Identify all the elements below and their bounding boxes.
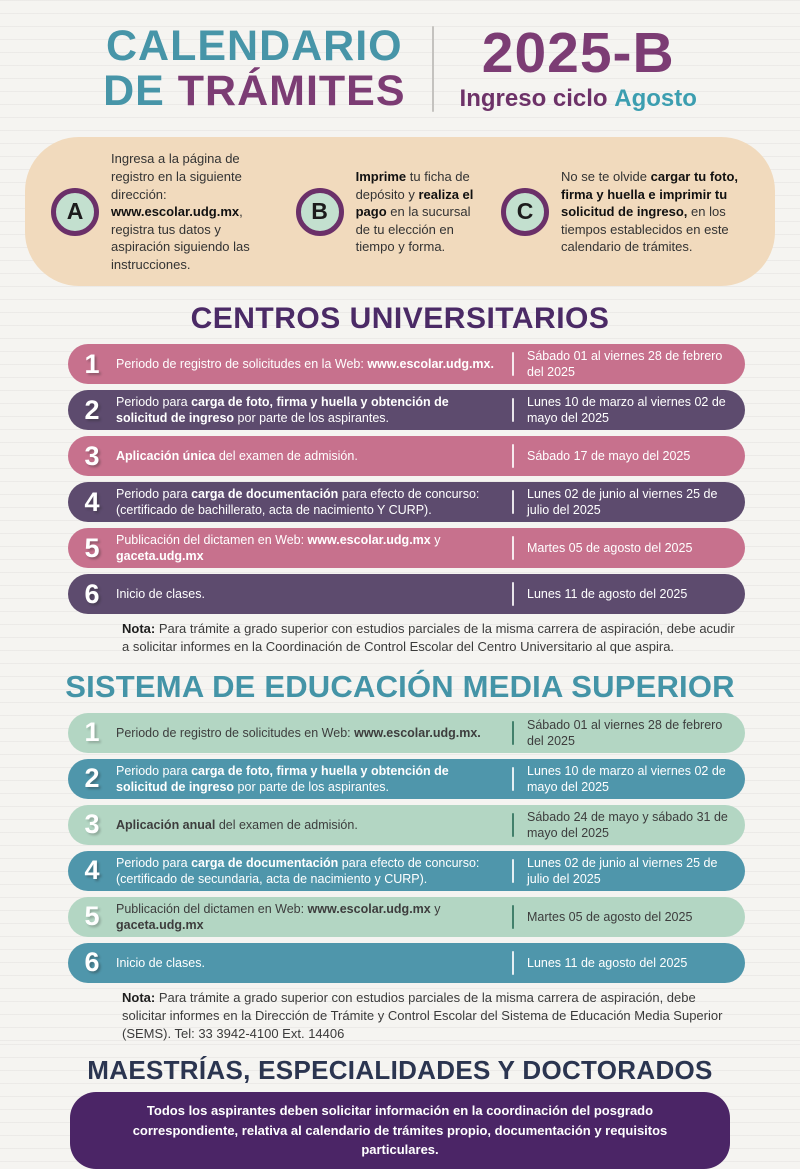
row-date: Lunes 10 de marzo al viernes 02 de mayo … [527, 395, 726, 426]
table-row: 6 Inicio de clases. Lunes 11 de agosto d… [68, 942, 745, 983]
page-title: CALENDARIO DE TRÁMITES [103, 24, 405, 113]
row-number: 4 [84, 855, 100, 886]
row-divider [512, 536, 514, 561]
row-date: Sábado 01 al viernes 28 de febrero del 2… [527, 349, 723, 380]
step-b: B Imprime tu ficha de depósito y realiza… [295, 168, 487, 256]
row-description: Periodo de registro de solicitudes en la… [116, 357, 494, 372]
centros-note: Nota: Para trámite a grado superior con … [122, 621, 735, 655]
row-divider [512, 582, 514, 607]
title-de: DE [103, 66, 178, 115]
step-a-badge: A [51, 187, 99, 236]
sems-note: Nota: Para trámite a grado superior con … [122, 989, 723, 1042]
row-description: Publicación del dictamen en Web: www.esc… [116, 533, 441, 564]
section-title-centros: CENTROS UNIVERSITARIOS [190, 302, 610, 336]
row-divider [512, 490, 514, 515]
step-b-badge: B [295, 187, 344, 236]
row-date: Lunes 02 de junio al viernes 25 de julio… [527, 487, 718, 518]
table-row: 2 Periodo para carga de foto, firma y hu… [68, 758, 745, 799]
step-a-text: Ingresa a la página de registro en la si… [111, 151, 250, 272]
row-number: 6 [84, 578, 100, 609]
row-divider [512, 352, 514, 377]
centros-table: 1 Periodo de registro de solicitudes en … [68, 344, 745, 615]
row-date: Sábado 01 al viernes 28 de febrero del 2… [527, 717, 723, 748]
header: CALENDARIO DE TRÁMITES 2025-B Ingreso ci… [0, 0, 800, 113]
row-number: 3 [84, 809, 100, 840]
table-row: 3 Aplicación anual del examen de admisió… [68, 804, 745, 845]
row-divider [512, 950, 514, 975]
cycle-block: 2025-B Ingreso ciclo Agosto [460, 20, 697, 113]
row-date: Sábado 17 de mayo del 2025 [527, 449, 691, 464]
table-row: 6 Inicio de clases. Lunes 11 de agosto d… [68, 574, 745, 615]
row-divider [512, 444, 514, 469]
table-row: 5 Publicación del dictamen en Web: www.e… [68, 528, 745, 569]
table-row: 4 Periodo para carga de documentación pa… [68, 850, 745, 891]
header-divider [431, 25, 434, 112]
row-date: Martes 05 de agosto del 2025 [527, 541, 693, 556]
table-row: 1 Periodo de registro de solicitudes en … [68, 344, 745, 385]
row-number: 5 [84, 532, 100, 563]
row-number: 4 [84, 486, 100, 517]
row-description: Aplicación única del examen de admisión. [116, 449, 358, 464]
row-number: 5 [84, 901, 100, 932]
table-row: 4 Periodo para carga de documentación pa… [68, 482, 745, 523]
row-description: Periodo de registro de solicitudes en We… [116, 725, 481, 740]
row-description: Aplicación anual del examen de admisión. [116, 817, 358, 832]
row-number: 2 [84, 394, 100, 425]
row-divider [512, 904, 514, 929]
cycle-label: 2025-B [481, 20, 675, 85]
row-description: Periodo para carga de foto, firma y huel… [116, 395, 449, 426]
row-date: Lunes 11 de agosto del 2025 [527, 955, 688, 970]
subtitle-month: Agosto [614, 84, 697, 112]
title-line1: CALENDARIO [105, 22, 403, 70]
step-c-badge: C [501, 187, 549, 236]
row-description: Publicación del dictamen en Web: www.esc… [116, 901, 441, 932]
steps-banner: A Ingresa a la página de registro en la … [25, 137, 775, 287]
row-description: Periodo para carga de documentación para… [116, 855, 480, 886]
row-date: Lunes 02 de junio al viernes 25 de julio… [527, 855, 718, 886]
row-number: 6 [84, 947, 100, 978]
row-number: 3 [84, 440, 100, 471]
row-description: Inicio de clases. [116, 587, 205, 602]
row-number: 1 [84, 717, 100, 748]
row-divider [512, 766, 514, 791]
row-divider [512, 858, 514, 883]
row-divider [512, 812, 514, 837]
row-description: Periodo para carga de documentación para… [116, 487, 480, 518]
subtitle-prefix: Ingreso ciclo [459, 84, 615, 112]
row-date: Lunes 11 de agosto del 2025 [527, 587, 688, 602]
posgrados-banner: Todos los aspirantes deben solicitar inf… [70, 1092, 730, 1169]
title-tramites: TRÁMITES [177, 66, 406, 115]
section-title-posgrados: MAESTRÍAS, ESPECIALIDADES Y DOCTORADOS [87, 1055, 713, 1086]
row-divider [512, 720, 514, 745]
step-a: A Ingresa a la página de registro en la … [51, 150, 282, 273]
row-number: 1 [84, 348, 100, 379]
row-description: Periodo para carga de foto, firma y huel… [116, 763, 449, 794]
table-row: 2 Periodo para carga de foto, firma y hu… [68, 390, 745, 431]
row-date: Martes 05 de agosto del 2025 [527, 909, 693, 924]
step-b-text: Imprime tu ficha de depósito y realiza e… [355, 168, 474, 255]
table-row: 5 Publicación del dictamen en Web: www.e… [68, 896, 745, 937]
row-date: Lunes 10 de marzo al viernes 02 de mayo … [527, 763, 726, 794]
row-date: Sábado 24 de mayo y sábado 31 de mayo de… [527, 809, 728, 840]
step-c: C No se te olvide cargar tu foto, firma … [501, 168, 749, 256]
row-description: Inicio de clases. [116, 955, 205, 970]
table-row: 3 Aplicación única del examen de admisió… [68, 436, 745, 477]
row-divider [512, 398, 514, 423]
title-line2: DE TRÁMITES [103, 66, 406, 115]
sems-table: 1 Periodo de registro de solicitudes en … [68, 712, 745, 983]
table-row: 1 Periodo de registro de solicitudes en … [68, 712, 745, 753]
row-number: 2 [84, 763, 100, 794]
cycle-subtitle: Ingreso ciclo Agosto [460, 85, 697, 113]
section-title-sems: SISTEMA DE EDUCACIÓN MEDIA SUPERIOR [65, 668, 735, 704]
step-c-text: No se te olvide cargar tu foto, firma y … [561, 168, 739, 255]
